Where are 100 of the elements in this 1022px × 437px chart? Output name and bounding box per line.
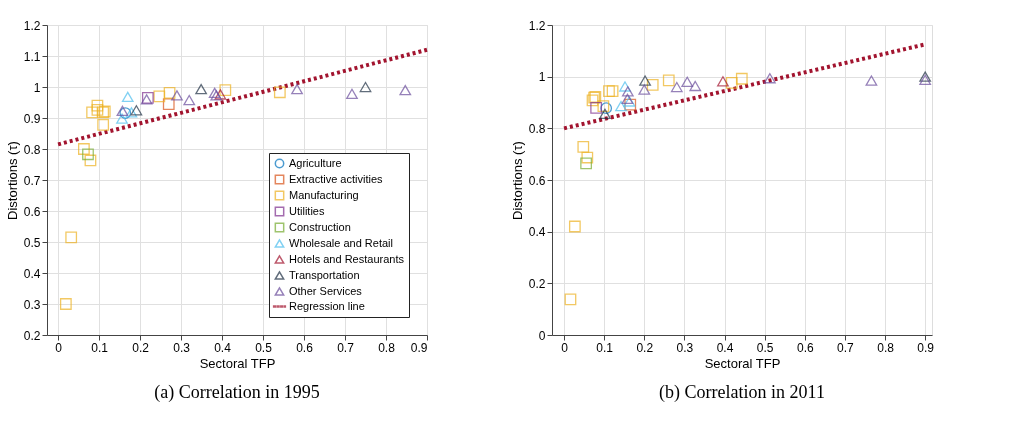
- point: [581, 151, 594, 164]
- x-tick-label: 0.5: [255, 340, 273, 355]
- point: [568, 220, 581, 233]
- y-tick-label: 0.7: [23, 173, 41, 188]
- point: [91, 99, 104, 112]
- point: [580, 157, 592, 170]
- y-tick-label: 0.6: [23, 204, 41, 219]
- point: [219, 84, 232, 96]
- x-tick-label: 0.1: [596, 340, 614, 355]
- text: (b) Correlation in 2011: [659, 382, 825, 403]
- x-axis-title: Sectoral TFP: [199, 355, 276, 371]
- x-tick-label: 0: [55, 340, 63, 355]
- point: [183, 94, 196, 106]
- point: [639, 75, 651, 86]
- y-axis-title: Distortions (τ): [4, 141, 20, 220]
- y-axis-title: Distortions (τ): [509, 141, 525, 220]
- x-tick-label: 0.7: [837, 340, 855, 355]
- y-tick-label: 1.2: [528, 18, 546, 33]
- x-axis-title: Sectoral TFP: [704, 355, 781, 371]
- y-tick-label: 1: [33, 80, 41, 95]
- point: [670, 81, 683, 93]
- y-tick-label: 1.1: [23, 49, 41, 64]
- legend-label: Manufacturing: [289, 188, 359, 201]
- y-tick-label: 0.3: [23, 297, 41, 312]
- legend-label: Other Services: [289, 284, 363, 297]
- x-tick-label: 0.6: [296, 340, 314, 355]
- point: [86, 106, 98, 119]
- point: [735, 72, 748, 85]
- point: [725, 76, 738, 89]
- legend-label: Regression line: [289, 299, 365, 312]
- point: [125, 107, 138, 118]
- x-tick-label: 0.3: [676, 340, 694, 355]
- x-tick-label: 0.9: [917, 340, 935, 355]
- y-tick-label: 0.5: [23, 235, 41, 250]
- point: [153, 90, 166, 103]
- y-tick-label: 0: [538, 328, 546, 343]
- legend-label: Hotels and Restaurants: [289, 252, 405, 265]
- point: [130, 105, 143, 116]
- y-tick-label: 0.4: [23, 266, 41, 281]
- x-tick-label: 0.4: [214, 340, 232, 355]
- legend-label: Utilities: [289, 204, 325, 217]
- legend-label: Transportation: [289, 268, 360, 281]
- point: [763, 73, 776, 84]
- point: [689, 80, 702, 92]
- point: [116, 113, 128, 124]
- point: [603, 85, 615, 98]
- point: [163, 87, 176, 99]
- point: [399, 84, 412, 96]
- point: [564, 293, 577, 306]
- x-tick-label: 0.1: [91, 340, 109, 355]
- x-tick-label: 0.2: [636, 340, 654, 355]
- point: [291, 83, 303, 95]
- y-tick-label: 1: [538, 70, 546, 85]
- x-tick-label: 0.9: [410, 340, 428, 355]
- x-tick-label: 0.6: [796, 340, 814, 355]
- point: [586, 94, 599, 107]
- point: [346, 88, 358, 100]
- y-tick-label: 0.8: [23, 142, 41, 157]
- point: [577, 141, 590, 153]
- point: [214, 89, 227, 100]
- point: [78, 143, 90, 155]
- y-tick-label: 0.8: [528, 121, 546, 136]
- point: [599, 108, 611, 120]
- point: [624, 98, 637, 111]
- point: [681, 76, 694, 88]
- legend-label: Wholesale and Retail: [289, 236, 393, 249]
- text: (a) Correlation in 1995: [154, 382, 320, 403]
- point: [646, 79, 659, 91]
- x-tick-label: 0.3: [173, 340, 191, 355]
- x-tick-label: 0.7: [337, 340, 355, 355]
- y-tick-label: 0.2: [23, 328, 41, 343]
- point: [65, 231, 78, 244]
- legend-label: Construction: [289, 220, 351, 233]
- x-tick-label: 0.5: [756, 340, 774, 355]
- x-tick-label: 0: [561, 340, 569, 355]
- point: [590, 102, 603, 114]
- y-tick-label: 0.2: [528, 276, 546, 291]
- x-tick-label: 0.4: [716, 340, 734, 355]
- x-tick-label: 0.8: [877, 340, 895, 355]
- point: [97, 118, 110, 131]
- point: [195, 83, 208, 95]
- point: [717, 76, 729, 87]
- point: [273, 86, 286, 99]
- point: [91, 104, 104, 116]
- point: [171, 90, 183, 101]
- point: [662, 74, 675, 87]
- x-tick-label: 0.2: [132, 340, 150, 355]
- x-tick-label: 0.8: [378, 340, 396, 355]
- point: [621, 86, 634, 97]
- point: [59, 298, 72, 310]
- point: [615, 100, 627, 112]
- point: [359, 81, 372, 93]
- legend-label: Extractive activities: [289, 172, 384, 185]
- legend-label: Agriculture: [289, 156, 342, 169]
- point: [84, 154, 97, 167]
- y-tick-label: 0.6: [528, 173, 546, 188]
- point: [865, 75, 878, 86]
- point: [638, 84, 651, 95]
- y-tick-label: 1.2: [23, 18, 41, 33]
- y-tick-label: 0.4: [528, 225, 546, 240]
